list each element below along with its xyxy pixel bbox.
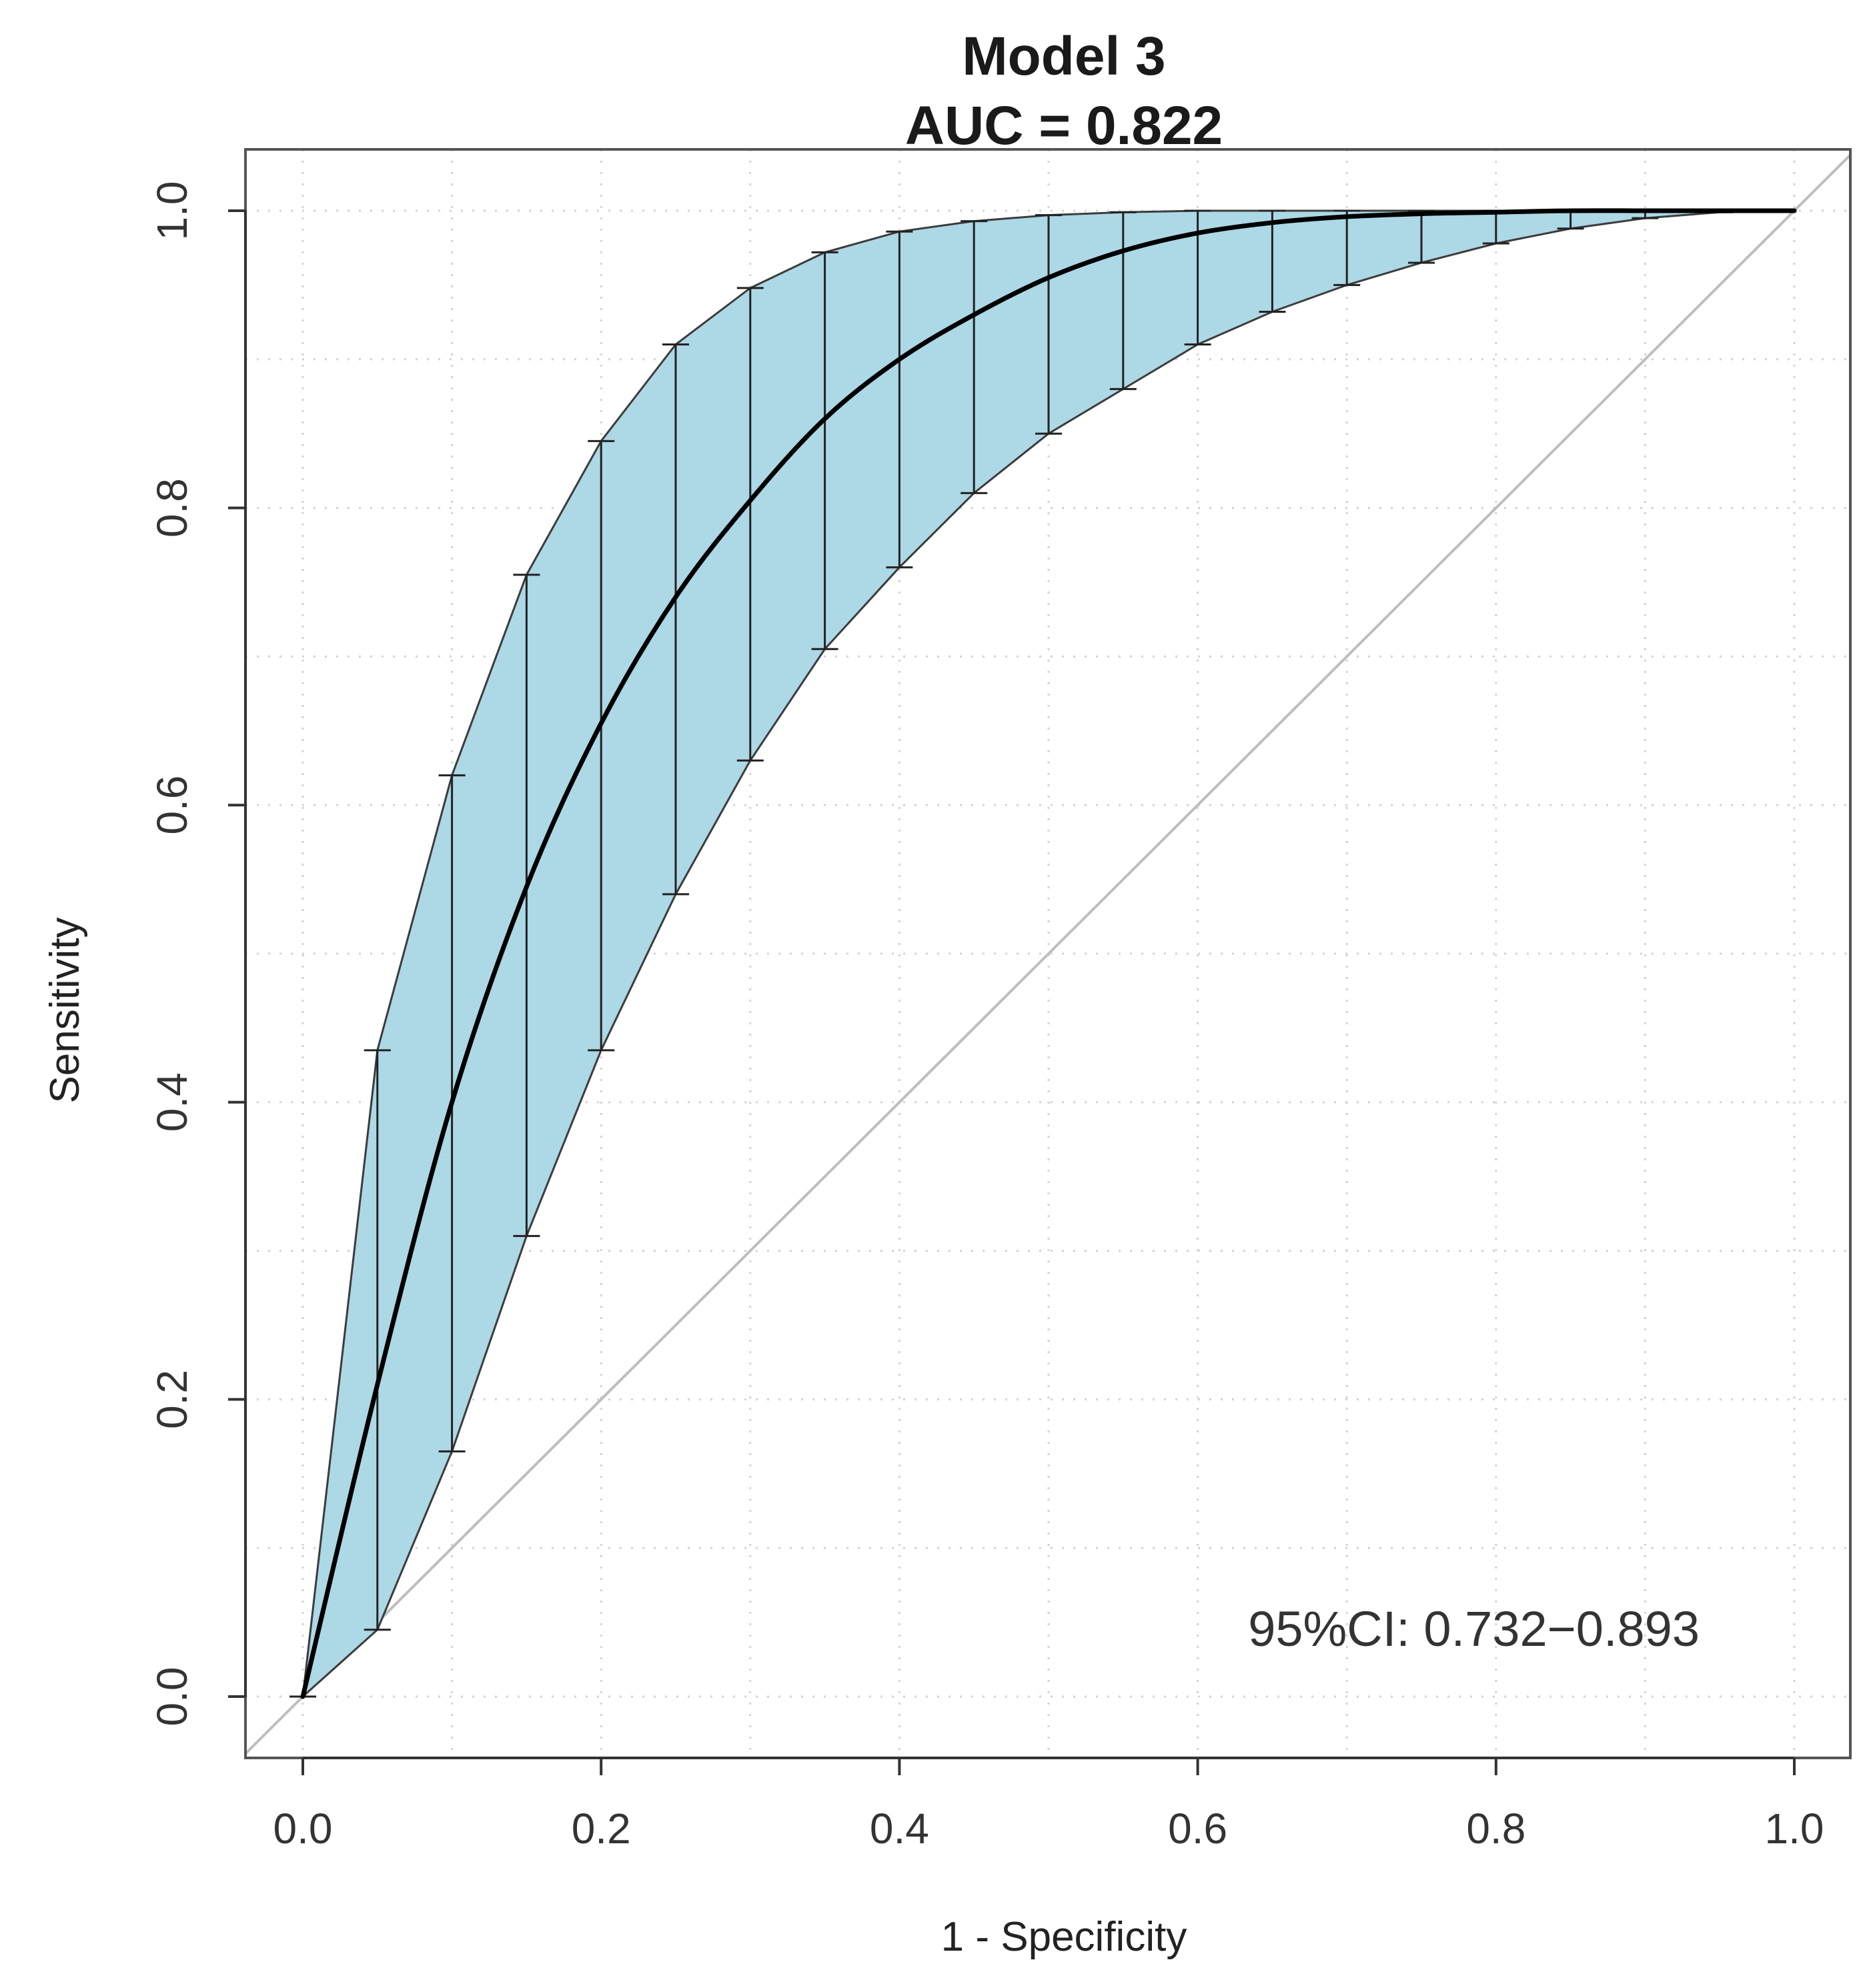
- x-tick-label: 0.0: [273, 1805, 333, 1853]
- y-tick-label: 0.8: [148, 478, 196, 538]
- y-tick-label: 1.0: [148, 181, 196, 241]
- ci-annotation: 95%CI: 0.732−0.893: [1248, 1601, 1700, 1657]
- reference-line-group: [244, 153, 1852, 1755]
- x-tick-label: 0.8: [1466, 1805, 1525, 1853]
- y-tick-label: 0.4: [148, 1072, 196, 1132]
- x-tick-label: 0.6: [1168, 1805, 1227, 1853]
- roc-curve-line: [300, 208, 1797, 1699]
- y-tick-label: 0.6: [148, 776, 196, 835]
- y-tick-label: 0.2: [148, 1370, 196, 1429]
- x-tick-label: 1.0: [1765, 1805, 1824, 1853]
- y-axis-title: Sensitivity: [42, 917, 88, 1103]
- y-axis: 0.0 0.2 0.4 0.6 0.8 1.0: [148, 181, 247, 1727]
- chart-title: Model 3: [962, 26, 1165, 87]
- x-axis: 0.0 0.2 0.4 0.6 0.8 1.0: [273, 1757, 1824, 1853]
- ci-error-bars: [289, 209, 1734, 1698]
- x-tick-label: 0.4: [870, 1805, 929, 1853]
- roc-curve-group: [300, 208, 1797, 1699]
- x-axis-title: 1 - Specificity: [941, 1914, 1187, 1960]
- x-tick-label: 0.2: [572, 1805, 631, 1853]
- reference-diagonal-line: [244, 153, 1852, 1755]
- chart-subtitle: AUC = 0.822: [905, 95, 1223, 156]
- y-tick-label: 0.0: [148, 1667, 196, 1727]
